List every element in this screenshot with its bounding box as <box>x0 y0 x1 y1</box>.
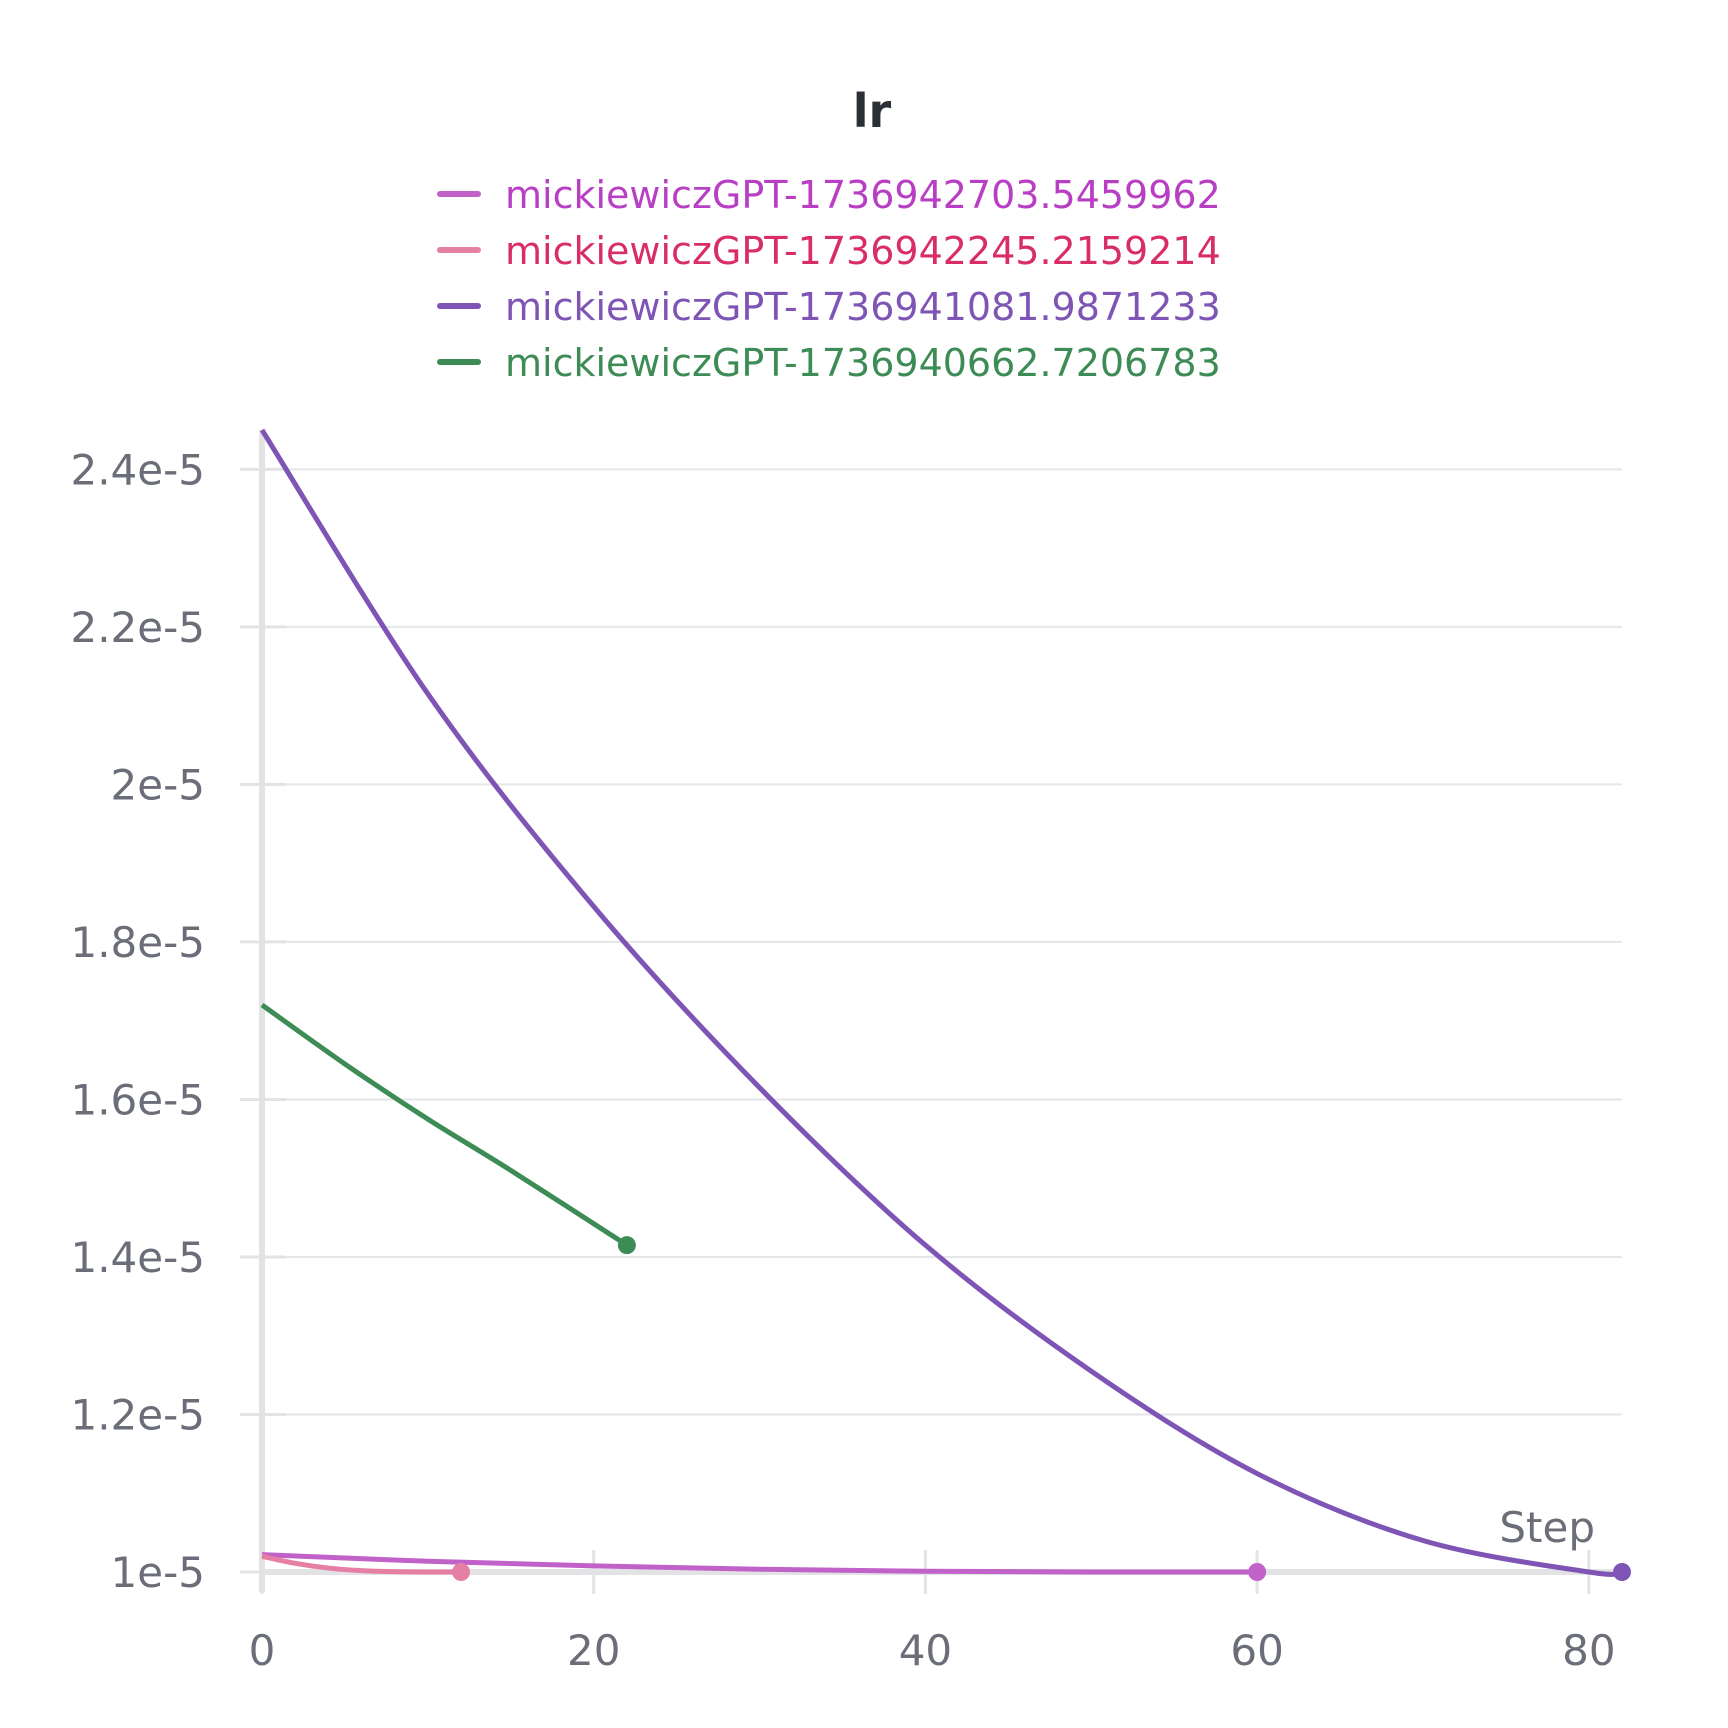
series-line <box>261 1553 462 1575</box>
series-line <box>261 1552 1258 1575</box>
y-axis-ticks: 1e-5 1.2e-5 1.4e-5 1.6e-5 1.8e-5 2e-5 2.2e-5 2.… <box>70 445 286 1597</box>
axes <box>259 430 1622 1592</box>
series-end-marker <box>452 1563 471 1581</box>
x-tick-label: 40 <box>899 1626 952 1675</box>
y-tick-label: 2.4e-5 <box>70 445 205 494</box>
y-tick-label: 1.8e-5 <box>70 918 205 967</box>
legend-label: mickiewiczGPT-1736942703.5459962 <box>505 173 1221 217</box>
series-end-marker <box>1248 1563 1267 1581</box>
legend: mickiewiczGPT-1736942703.5459962 mickiewi… <box>437 173 1221 385</box>
x-axis-ticks: 0 20 40 60 80 <box>249 1550 1616 1675</box>
series-lines <box>259 428 1631 1581</box>
x-tick-label: 80 <box>1562 1626 1615 1675</box>
series-end-marker <box>617 1236 636 1255</box>
x-tick-label: 60 <box>1230 1626 1283 1675</box>
x-axis-title: Step <box>1499 1503 1595 1552</box>
y-tick-label: 1.2e-5 <box>70 1390 205 1439</box>
legend-label: mickiewiczGPT-1736942245.2159214 <box>505 229 1221 273</box>
series-line <box>259 428 1623 1577</box>
y-tick-label: 1.4e-5 <box>70 1233 205 1282</box>
legend-label: mickiewiczGPT-1736940662.7206783 <box>505 341 1221 385</box>
y-tick-label: 1e-5 <box>111 1548 205 1597</box>
y-tick-label: 2e-5 <box>111 760 205 809</box>
chart-title: lr <box>853 84 892 138</box>
x-tick-label: 0 <box>249 1626 276 1675</box>
legend-label: mickiewiczGPT-1736941081.9871233 <box>505 285 1221 329</box>
y-tick-label: 2.2e-5 <box>70 603 205 652</box>
series-end-marker <box>1613 1563 1631 1581</box>
grid-lines <box>262 468 1622 1416</box>
x-tick-label: 20 <box>567 1626 620 1675</box>
y-tick-label: 1.6e-5 <box>70 1075 205 1124</box>
series-line <box>260 1002 629 1248</box>
